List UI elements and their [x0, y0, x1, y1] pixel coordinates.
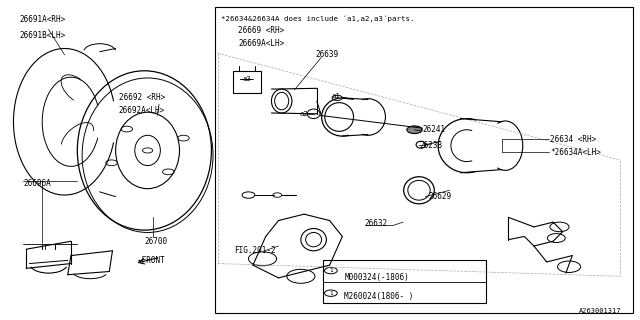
Text: 26669 <RH>: 26669 <RH> — [238, 27, 285, 36]
Text: M260024(1806- ): M260024(1806- ) — [344, 292, 413, 300]
Text: 26238: 26238 — [419, 141, 442, 150]
Text: ←FRONT: ←FRONT — [138, 256, 166, 265]
Text: 26696A: 26696A — [23, 180, 51, 188]
Text: 26639: 26639 — [316, 50, 339, 59]
Text: 26629: 26629 — [429, 192, 452, 201]
Text: 26632: 26632 — [365, 219, 388, 228]
Text: 26241: 26241 — [422, 125, 445, 134]
Text: A263001317: A263001317 — [579, 308, 621, 314]
Text: a2: a2 — [300, 111, 308, 117]
Text: *26634A<LH>: *26634A<LH> — [550, 148, 601, 156]
Text: 26669A<LH>: 26669A<LH> — [238, 39, 285, 48]
Text: 26700: 26700 — [145, 237, 168, 246]
Text: 1: 1 — [329, 291, 333, 296]
Text: 1: 1 — [329, 268, 333, 273]
Text: 26692 <RH>: 26692 <RH> — [119, 93, 165, 102]
Bar — [232, 71, 261, 93]
Text: 26692A<LH>: 26692A<LH> — [119, 106, 165, 115]
Text: a1: a1 — [332, 93, 340, 99]
Text: a3: a3 — [242, 76, 251, 82]
Bar — [214, 7, 633, 313]
Text: 26691A<RH>: 26691A<RH> — [20, 15, 66, 24]
Circle shape — [407, 126, 422, 133]
Text: 26634 <RH>: 26634 <RH> — [550, 135, 596, 144]
Bar — [323, 260, 486, 303]
Text: 26691B<LH>: 26691B<LH> — [20, 31, 66, 40]
Text: FIG.201-2: FIG.201-2 — [234, 246, 275, 255]
Text: M000324(-1806): M000324(-1806) — [344, 273, 409, 282]
Text: *26634&26634A does include ´a1,a2,a3´parts.: *26634&26634A does include ´a1,a2,a3´par… — [221, 16, 415, 22]
